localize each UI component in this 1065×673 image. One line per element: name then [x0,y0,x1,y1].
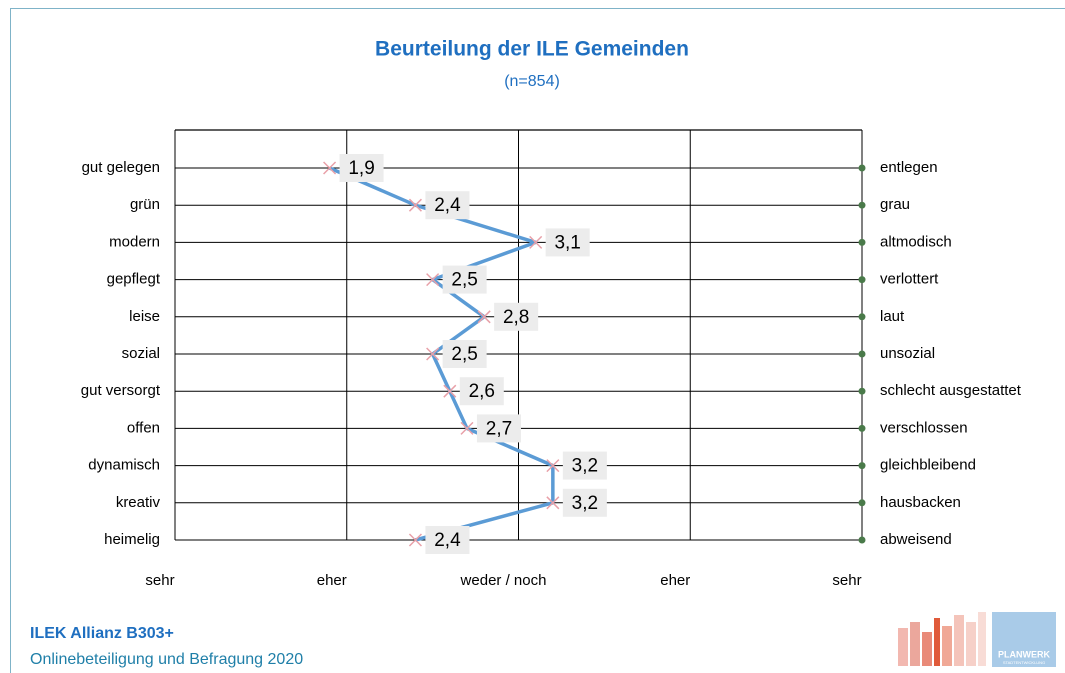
data-label: 3,2 [572,456,598,477]
data-label-bg [442,265,487,294]
left-label: gut gelegen [82,159,160,176]
logo-bar [966,622,976,666]
right-label: hausbacken [880,494,961,511]
left-label: dynamisch [88,457,160,474]
data-label-bg [494,302,539,331]
logo-bar [934,618,940,666]
logo-tagline: STADTENTWICKLUNG [1003,660,1045,665]
x-tick-label: eher [317,572,347,589]
row-end-dot [858,462,866,470]
row-end-dot [858,276,866,284]
data-label-bg [339,154,384,182]
left-label: grün [130,196,160,213]
data-label-bg [476,414,521,443]
data-label-bg [459,377,504,406]
data-label: 2,4 [434,530,461,551]
data-label: 2,5 [451,270,477,291]
data-label: 2,5 [451,344,477,365]
data-label-bg [442,340,487,368]
x-tick-label: weder / noch [460,572,547,589]
right-label: gleichbleibend [880,457,976,474]
left-label: sozial [122,345,160,362]
data-label: 2,7 [486,418,512,439]
left-label: modern [109,233,160,250]
row-end-dot [858,499,866,507]
logo-bar [922,632,932,666]
x-tick-label: eher [660,572,690,589]
right-label: schlecht ausgestattet [880,382,1022,399]
footer-subtitle: Onlinebeteiligung und Befragung 2020 [30,651,303,668]
point-marker [323,161,337,175]
slide-frame [10,8,1065,673]
data-label-bg [425,526,470,554]
data-label: 2,4 [434,195,461,216]
data-label: 1,9 [348,158,374,179]
chart-title: Beurteilung der ILE Gemeinden [375,38,689,61]
row-end-dot [858,536,866,544]
right-label: abweisend [880,531,952,548]
right-label: altmodisch [880,233,952,250]
data-label: 2,6 [469,381,495,402]
logo-bar [954,615,964,666]
right-label: unsozial [880,345,935,362]
row-end-dot [858,238,866,246]
logo-bar [978,612,986,666]
data-label-bg [425,191,470,220]
point-marker [546,496,560,510]
logo: PLANWERK STADTENTWICKLUNG [898,612,1056,667]
right-label: verlottert [880,271,939,288]
data-label-bg [562,488,607,517]
left-label: gut versorgt [81,382,161,399]
left-label: leise [129,308,160,325]
point-marker [426,347,440,361]
chart-subtitle: (n=854) [504,73,560,90]
logo-box [992,612,1056,667]
left-label: gepflegt [107,271,161,288]
row-end-dot [858,201,866,209]
point-marker [546,459,560,473]
x-tick-label: sehr [832,572,861,589]
point-marker [460,421,474,435]
data-label: 3,2 [572,493,598,514]
data-label: 2,8 [503,307,529,328]
right-label: grau [880,196,910,213]
row-end-dot [858,350,866,358]
point-marker [408,533,422,547]
row-end-dot [858,164,866,172]
row-end-dot [858,424,866,432]
row-end-dot [858,387,866,395]
point-marker [408,198,422,212]
point-marker [426,273,440,287]
logo-bar [898,628,908,666]
point-marker [529,235,543,249]
logo-bar [910,622,920,666]
data-label-bg [545,228,590,257]
point-marker [443,384,457,398]
point-marker [477,310,491,324]
right-label: verschlossen [880,419,968,436]
row-end-dot [858,313,866,321]
left-label: kreativ [116,494,161,511]
left-label: offen [127,419,160,436]
left-label: heimelig [104,531,160,548]
data-label: 3,1 [554,232,580,253]
footer-title: ILEK Allianz B303+ [30,625,174,642]
data-label-bg [562,451,607,480]
x-tick-label: sehr [145,572,174,589]
logo-name: PLANWERK [998,649,1050,659]
right-label: laut [880,308,905,325]
logo-bar [942,626,952,666]
right-label: entlegen [880,159,938,176]
